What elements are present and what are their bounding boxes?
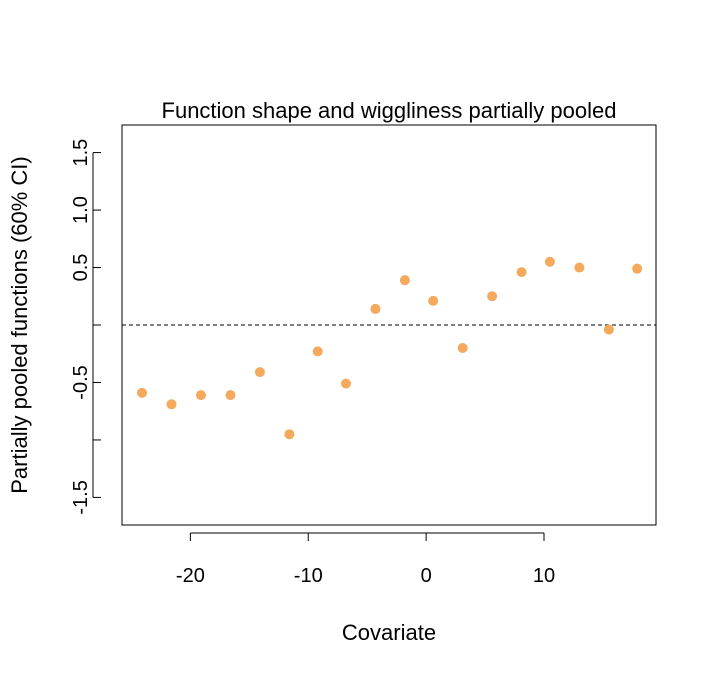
data-point — [544, 256, 555, 267]
x-axis-label: Covariate — [342, 620, 436, 645]
data-point — [225, 390, 236, 401]
data-point — [632, 263, 643, 274]
data-point — [340, 378, 351, 389]
data-point — [399, 275, 410, 286]
x-tick-label: 10 — [533, 565, 555, 587]
data-point — [574, 262, 585, 273]
data-point — [195, 390, 206, 401]
x-tick-label: -10 — [294, 565, 323, 587]
data-point — [457, 342, 468, 353]
data-point — [137, 387, 148, 398]
data-point — [370, 303, 381, 314]
data-point — [428, 295, 439, 306]
y-tick-label: -1.5 — [70, 480, 92, 514]
y-tick-label: 1.0 — [70, 196, 92, 224]
data-point — [516, 267, 527, 278]
data-point — [254, 367, 265, 378]
y-axis: -1.5 -0.5 0.5 1.0 1.5 — [70, 139, 101, 515]
x-axis: -20 -10 0 10 — [176, 532, 555, 587]
chart-title: Function shape and wiggliness partially … — [162, 98, 617, 123]
data-point — [603, 324, 614, 335]
x-tick-label: 0 — [421, 565, 432, 587]
y-tick-label: 1.5 — [70, 139, 92, 167]
x-tick-label: -20 — [176, 565, 205, 587]
y-tick-label: 0.5 — [70, 254, 92, 282]
data-point — [284, 429, 295, 440]
data-point — [166, 399, 177, 410]
data-point — [487, 291, 498, 302]
data-point — [312, 346, 323, 357]
y-tick-label: -0.5 — [70, 365, 92, 399]
y-axis-label: Partially pooled functions (60% CI) — [7, 156, 32, 494]
data-points — [137, 256, 643, 440]
